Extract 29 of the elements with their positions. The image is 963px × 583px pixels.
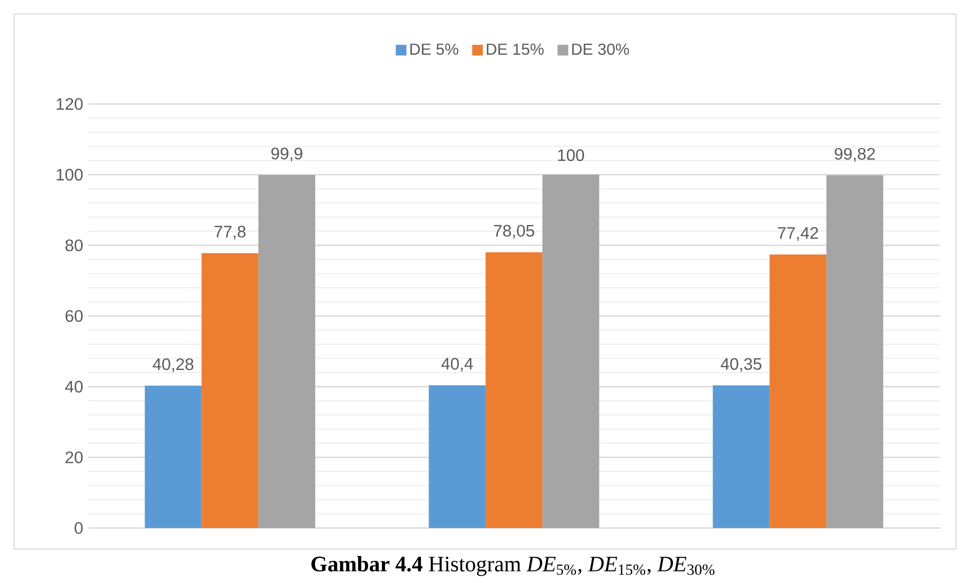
y-tick-label: 40 (65, 380, 83, 393)
legend-label: DE 30% (572, 44, 630, 55)
data-label: 100 (558, 149, 584, 162)
y-tick-label: 20 (66, 451, 83, 464)
bar (770, 254, 826, 528)
legend-label: DE 5% (410, 44, 458, 55)
data-label: 99,82 (834, 148, 875, 162)
text: Gambar 4.4 Histogram DE$_{5%}$, DE$_{15%}$, DE$_{30%}$ (311, 556, 714, 576)
bar (486, 252, 542, 528)
data-label: 40,28 (152, 358, 194, 372)
y-tick-label: 100 (56, 168, 83, 181)
data-label: 40,4 (441, 358, 473, 372)
data-label: 99,9 (271, 148, 302, 162)
data-label: 40,35 (720, 358, 762, 372)
legend-label: DE 15% (486, 44, 544, 55)
data-label: 78,05 (494, 224, 534, 239)
bar (202, 253, 258, 528)
data-label: 77,42 (778, 227, 818, 241)
y-tick-label: 60 (66, 310, 83, 322)
bar (826, 175, 884, 528)
bar (542, 174, 600, 528)
bar (144, 386, 202, 528)
bar (712, 385, 770, 528)
bar (258, 175, 316, 528)
data-label: 77,8 (214, 226, 246, 240)
bar (428, 385, 486, 528)
y-tick-label: 0 (74, 522, 83, 534)
y-tick-label: 80 (65, 239, 83, 252)
y-tick-label: 120 (56, 98, 83, 110)
